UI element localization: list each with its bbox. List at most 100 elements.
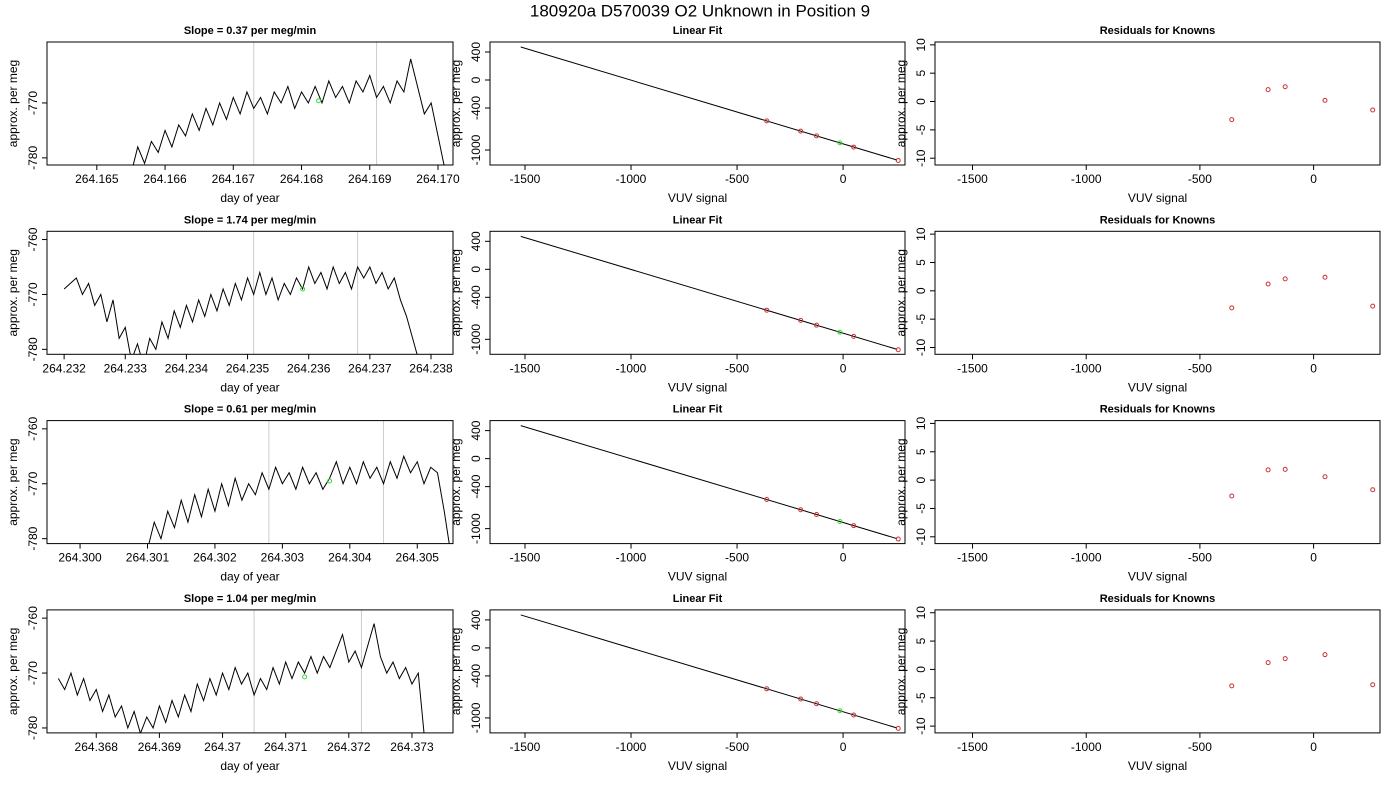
- y-tick-label: -1000: [469, 324, 483, 355]
- data-point: [1282, 466, 1288, 472]
- panel-title: Slope = 0.37 per meg/min: [184, 25, 317, 37]
- x-tick-label: 264.368: [75, 740, 119, 754]
- y-axis-label: approx. per meg: [6, 628, 20, 715]
- panel-title: Slope = 1.04 per meg/min: [184, 593, 317, 605]
- data-point: [851, 712, 857, 718]
- x-tick-label: 264.234: [165, 361, 209, 375]
- y-tick-label: 10: [914, 38, 928, 52]
- x-axis-label: day of year: [220, 191, 279, 205]
- x-tick-label: 264.165: [75, 172, 119, 186]
- data-point: [798, 128, 804, 134]
- y-tick-label: 0: [469, 455, 483, 462]
- x-tick-label: 264.233: [104, 361, 148, 375]
- data-point: [1322, 97, 1328, 103]
- x-axis-label: VUV signal: [668, 759, 727, 773]
- x-tick-label: 264.168: [280, 172, 324, 186]
- x-tick-label: 264.237: [348, 361, 392, 375]
- y-tick-label: 0: [914, 287, 928, 294]
- plot-area: [63, 231, 418, 355]
- x-tick-label: -500: [725, 740, 749, 754]
- y-tick-label: -1000: [469, 134, 483, 165]
- plot-frame: [934, 609, 1381, 734]
- plot-frame: [489, 609, 906, 734]
- data-line: [57, 623, 425, 733]
- data-line: [63, 265, 418, 355]
- data-point: [814, 701, 820, 707]
- x-tick-label: 264.235: [226, 361, 270, 375]
- y-tick-label: 10: [914, 227, 928, 241]
- y-axis-label: approx. per meg: [449, 438, 463, 525]
- y-tick-label: -780: [26, 526, 40, 550]
- panel: Linear Fit VUV signal approx. per meg -1500…: [449, 214, 906, 394]
- data-point: [851, 333, 857, 339]
- data-point: [300, 286, 306, 292]
- y-tick-label: -10: [914, 717, 928, 735]
- y-axis-label: approx. per meg: [6, 60, 20, 147]
- data-point: [895, 157, 901, 163]
- x-tick-label: -1000: [1071, 551, 1102, 565]
- x-tick-label: 264.304: [328, 551, 372, 565]
- x-tick-label: -1500: [957, 172, 988, 186]
- x-tick-label: 264.232: [42, 361, 86, 375]
- plot-area: [1229, 84, 1376, 123]
- x-tick-label: 0: [1310, 740, 1317, 754]
- x-tick-label: 264.302: [193, 551, 237, 565]
- data-point: [837, 518, 843, 524]
- x-tick-label: 264.305: [396, 551, 440, 565]
- y-tick-label: 0: [914, 98, 928, 105]
- plot-area: [520, 425, 901, 542]
- data-point: [1229, 683, 1235, 689]
- y-tick-label: -770: [26, 471, 40, 495]
- y-tick-label: 0: [914, 666, 928, 673]
- y-tick-label: 5: [914, 259, 928, 266]
- y-axis-label: approx. per meg: [6, 249, 20, 336]
- y-tick-label: 0: [469, 76, 483, 83]
- x-tick-label: 0: [1310, 551, 1317, 565]
- data-point: [798, 696, 804, 702]
- x-tick-label: -1500: [510, 361, 541, 375]
- x-tick-label: 264.371: [264, 740, 308, 754]
- panel: Residuals for Knowns VUV signal approx. pe…: [894, 25, 1381, 205]
- plot-frame: [46, 420, 454, 545]
- panel: Residuals for Knowns VUV signal approx. pe…: [894, 404, 1381, 584]
- data-point: [1229, 117, 1235, 123]
- x-tick-label: 264.169: [348, 172, 392, 186]
- x-axis-label: day of year: [220, 570, 279, 584]
- x-tick-label: -500: [1188, 361, 1212, 375]
- panel-title: Residuals for Knowns: [1100, 214, 1216, 226]
- data-point: [764, 307, 770, 313]
- x-tick-label: -1000: [1071, 172, 1102, 186]
- plot-frame: [46, 230, 454, 355]
- x-tick-label: -1000: [1071, 740, 1102, 754]
- y-tick-label: 10: [914, 416, 928, 430]
- plot-frame: [46, 41, 454, 166]
- plot-area: [57, 609, 425, 733]
- y-tick-label: -1000: [469, 702, 483, 733]
- panel: Slope = 1.74 per meg/min day of year appro…: [6, 214, 454, 394]
- panel: Slope = 0.37 per meg/min day of year appro…: [6, 25, 460, 205]
- x-tick-label: 264.236: [287, 361, 331, 375]
- x-tick-label: 264.369: [138, 740, 182, 754]
- x-axis-label: VUV signal: [668, 380, 727, 394]
- plot-area: [520, 235, 901, 353]
- y-tick-label: -5: [914, 124, 928, 135]
- y-tick-label: -10: [914, 528, 928, 546]
- x-axis-label: VUV signal: [668, 570, 727, 584]
- panel: Residuals for Knowns VUV signal approx. pe…: [894, 214, 1381, 394]
- y-tick-label: -780: [26, 337, 40, 361]
- panel-title: Linear Fit: [673, 593, 723, 605]
- plot-area: [1229, 466, 1376, 499]
- plot-area: [520, 614, 901, 731]
- x-tick-label: 264.301: [126, 551, 170, 565]
- x-tick-label: -1500: [510, 172, 541, 186]
- plot-frame: [934, 420, 1381, 545]
- data-point: [837, 329, 843, 335]
- data-point: [1265, 87, 1271, 93]
- data-point: [1370, 107, 1376, 113]
- x-tick-label: -1500: [510, 740, 541, 754]
- y-axis-label: approx. per meg: [894, 438, 908, 525]
- x-axis-label: VUV signal: [1128, 380, 1187, 394]
- y-tick-label: -10: [914, 149, 928, 167]
- panel-title: Slope = 1.74 per meg/min: [184, 214, 317, 226]
- y-tick-label: -5: [914, 313, 928, 324]
